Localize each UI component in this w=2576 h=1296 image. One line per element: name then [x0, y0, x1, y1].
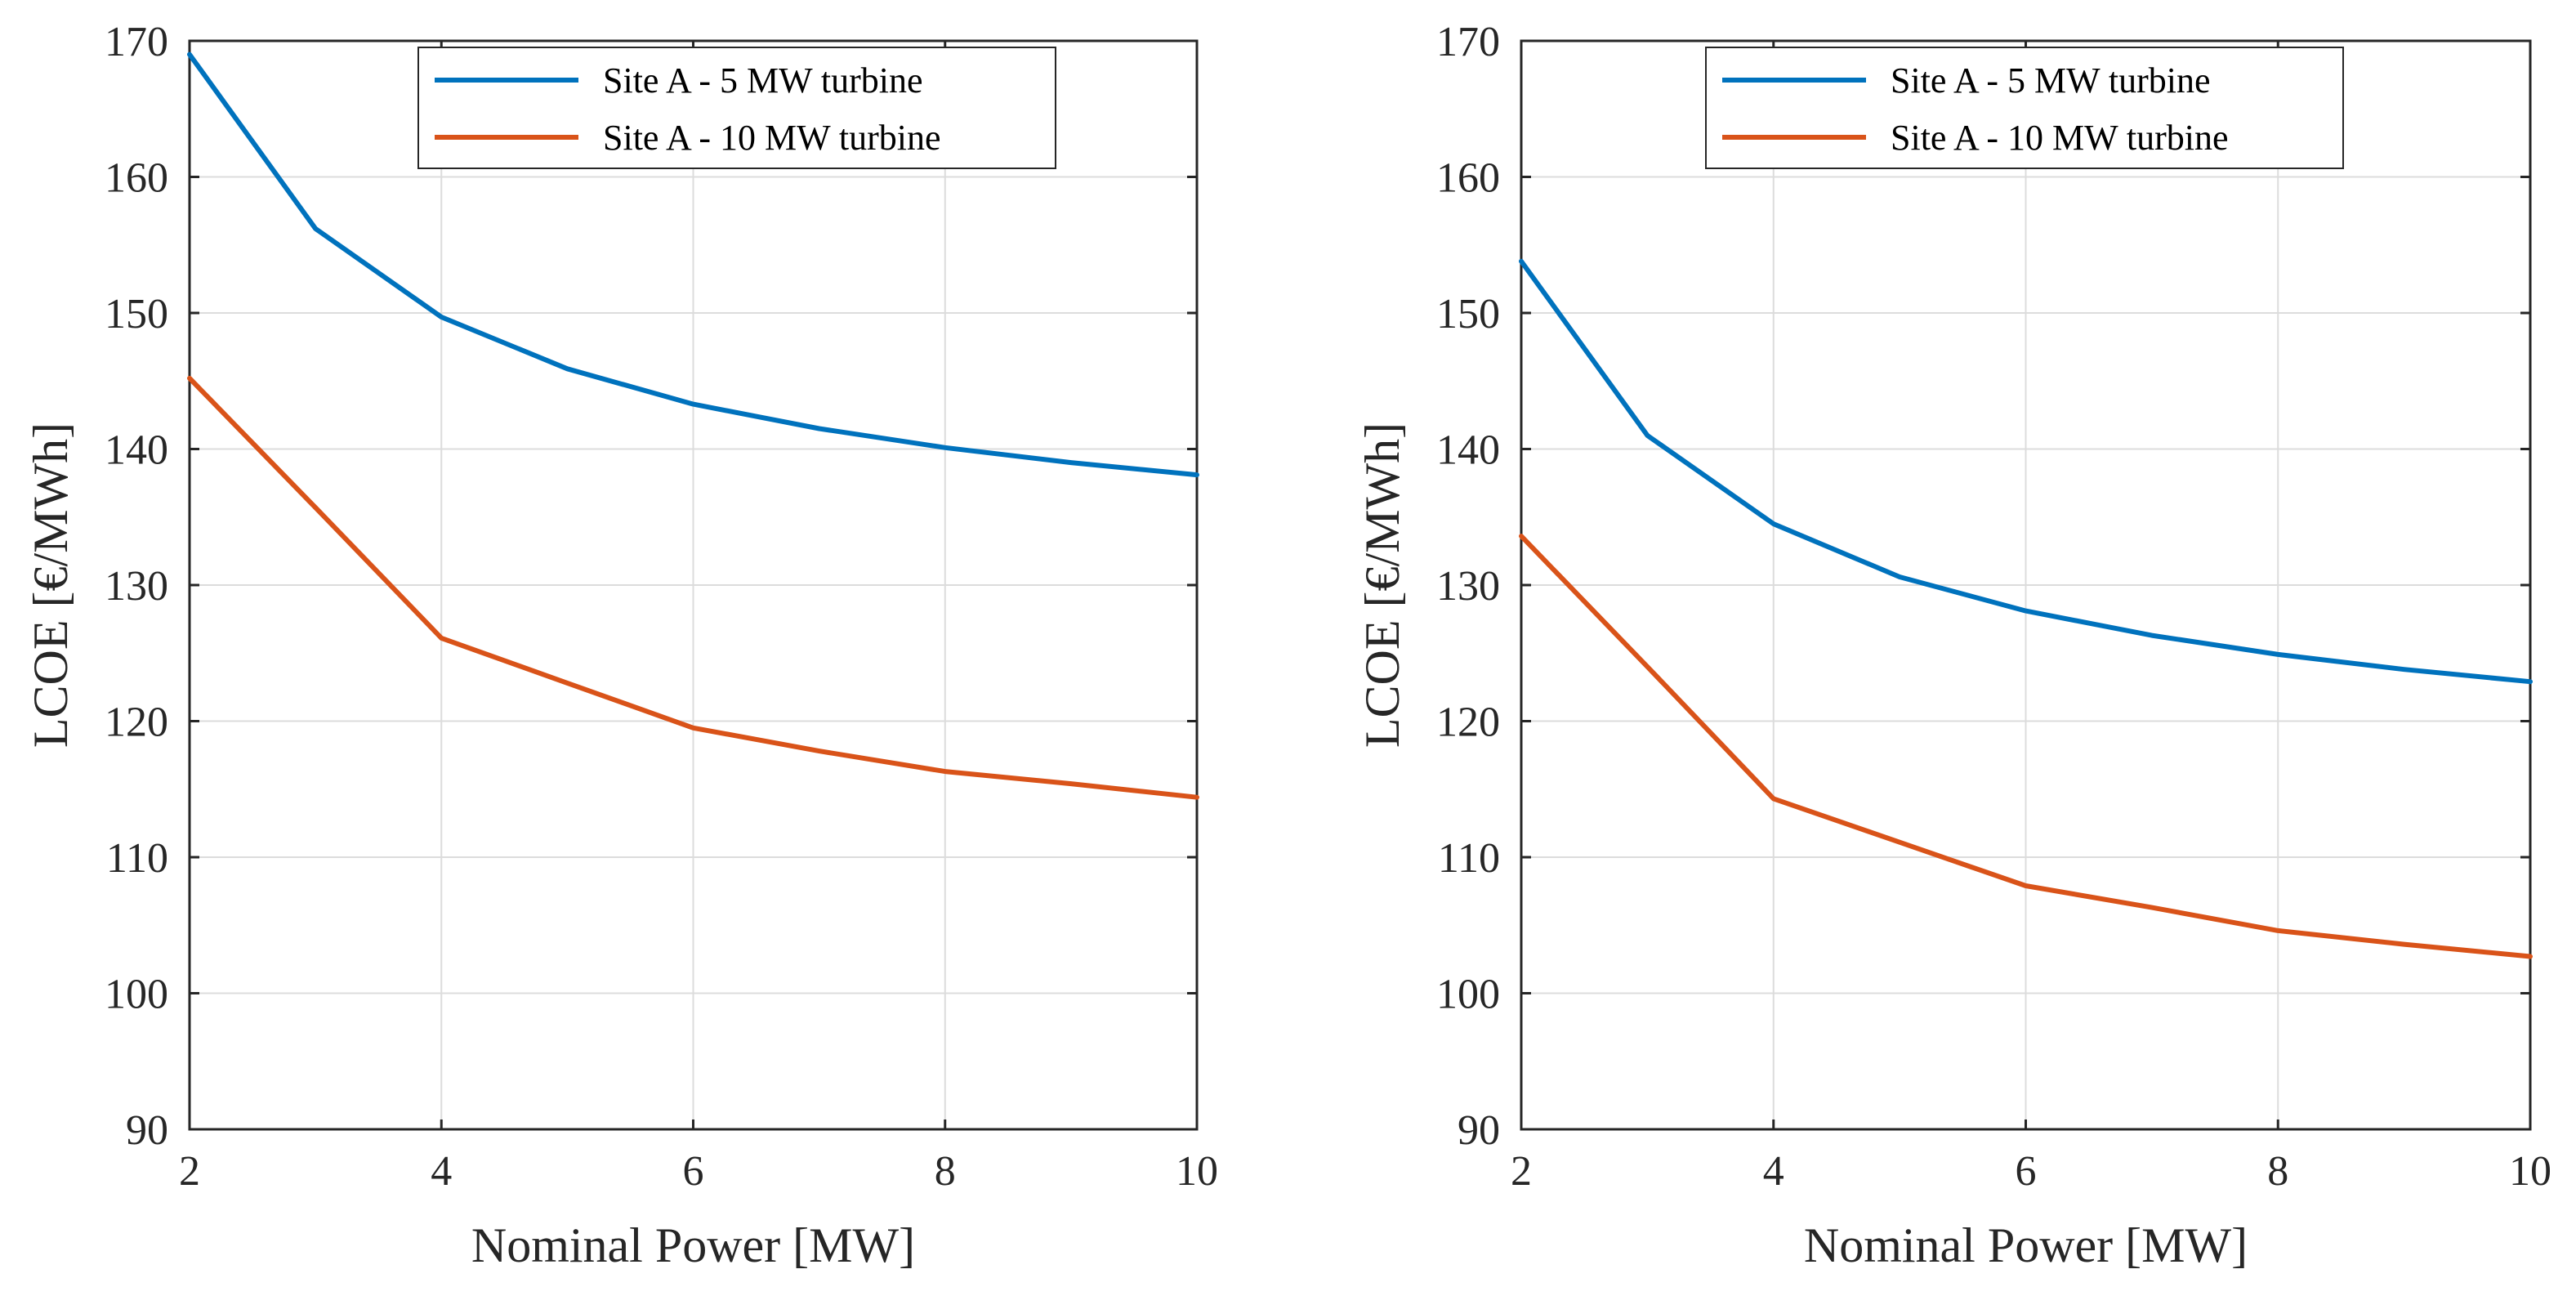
x-tick-label: 10	[2509, 1148, 2551, 1195]
x-tick-label: 6	[2016, 1148, 2037, 1195]
x-tick-label: 8	[935, 1148, 956, 1195]
y-tick-label: 130	[105, 563, 168, 610]
series-line-10mw	[1519, 534, 2533, 959]
series-line-10mw	[187, 375, 1199, 800]
y-tick-label: 160	[105, 155, 168, 202]
y-tick-label: 90	[126, 1107, 168, 1154]
y-tick-label: 100	[1436, 972, 1500, 1018]
legend: Site A - 5 MW turbine Site A - 10 MW turb…	[417, 47, 1056, 169]
y-tick-label: 100	[105, 972, 168, 1018]
y-tick-label: 150	[105, 291, 168, 337]
legend-entry: Site A - 10 MW turbine	[603, 118, 941, 158]
series-line-5mw	[1519, 258, 2533, 685]
legend-box	[417, 47, 1056, 169]
x-tick-label: 4	[1763, 1148, 1784, 1195]
chart-right: 2 4 6 8 10 90 100 110 120 130 140 150 160 170 Nominal …	[1355, 19, 2551, 1272]
y-tick-label: 120	[105, 699, 168, 746]
chart-left: 2 4 6 8 10 90 100 110 120 130 140 150 160 170 Nominal …	[24, 19, 1218, 1272]
y-axis-label: LCOE [€/MWh]	[24, 422, 78, 748]
x-axis-label: Nominal Power [MW]	[1804, 1218, 2248, 1272]
y-tick-label: 110	[1438, 835, 1500, 882]
legend-entry: Site A - 10 MW turbine	[1891, 118, 2229, 158]
legend: Site A - 5 MW turbine Site A - 10 MW turb…	[1705, 47, 2344, 169]
x-axis-label: Nominal Power [MW]	[471, 1218, 915, 1272]
x-tick-label: 10	[1176, 1148, 1218, 1195]
legend-entry: Site A - 5 MW turbine	[1891, 60, 2211, 101]
y-tick-label: 130	[1436, 563, 1500, 610]
x-tick-label: 2	[179, 1148, 200, 1195]
y-tick-label: 120	[1436, 699, 1500, 746]
legend-box	[1705, 47, 2344, 169]
x-tick-label: 8	[2267, 1148, 2288, 1195]
y-tick-label: 170	[1436, 19, 1500, 65]
y-tick-label: 170	[105, 19, 168, 65]
y-tick-label: 150	[1436, 291, 1500, 337]
x-tick-label: 4	[431, 1148, 452, 1195]
y-tick-label: 160	[1436, 155, 1500, 202]
y-tick-label: 90	[1458, 1107, 1500, 1154]
y-tick-label: 140	[1436, 427, 1500, 474]
legend-entry: Site A - 5 MW turbine	[603, 60, 923, 101]
y-tick-label: 110	[106, 835, 168, 882]
x-tick-label: 6	[683, 1148, 704, 1195]
y-axis-label: LCOE [€/MWh]	[1355, 422, 1409, 748]
x-tick-label: 2	[1511, 1148, 1532, 1195]
y-tick-label: 140	[105, 427, 168, 474]
series-line-5mw	[187, 51, 1199, 478]
